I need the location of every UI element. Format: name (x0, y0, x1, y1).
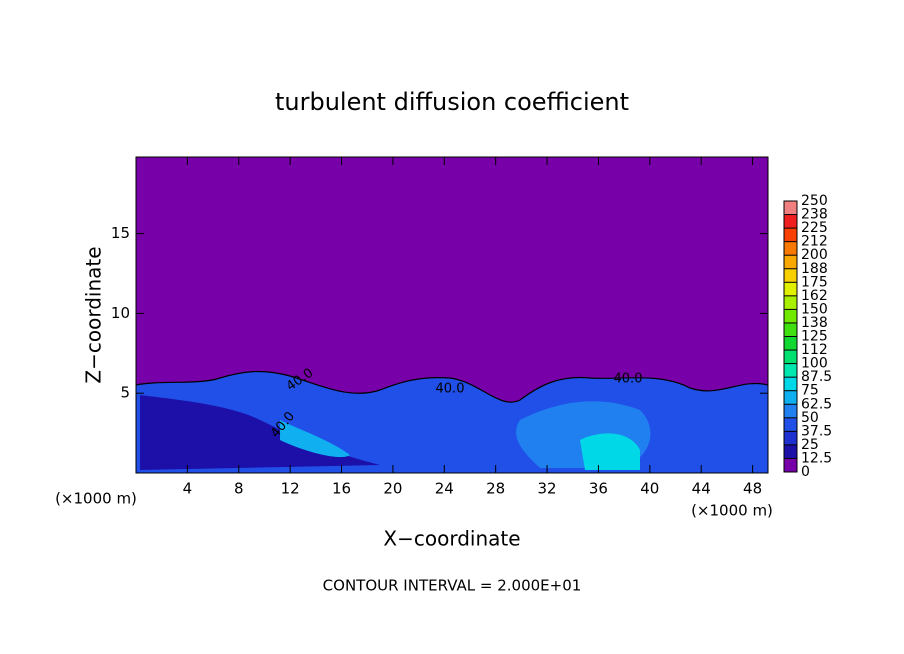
x-tick-label: 12 (281, 480, 300, 498)
colorbar-bin (784, 201, 797, 215)
x-unit-label: (×1000 m) (55, 490, 137, 508)
colorbar-bin (784, 214, 797, 229)
x-tick-label: 24 (435, 480, 454, 498)
colorbar-label: 25 (801, 437, 819, 453)
colorbar-label: 112 (801, 342, 828, 358)
colorbar-label: 238 (801, 207, 828, 223)
colorbar-bin (784, 377, 797, 391)
colorbar-label: 12.5 (801, 450, 832, 466)
x-tick-label: 36 (589, 480, 608, 498)
colorbar-label: 50 (801, 410, 819, 426)
colorbar-bin (784, 268, 797, 283)
colorbar-label: 138 (801, 315, 828, 331)
x-tick-label: 16 (332, 480, 351, 498)
colorbar-label: 87.5 (801, 369, 832, 385)
colorbar-bin (784, 458, 797, 472)
colorbar-label: 100 (801, 356, 828, 372)
x-tick-label: 4 (183, 480, 193, 498)
x-tick-label: 28 (486, 480, 505, 498)
colorbar-label: 250 (801, 193, 828, 209)
colorbar-label: 125 (801, 329, 828, 345)
colorbar-label: 200 (801, 247, 828, 263)
colorbar-bin (784, 228, 797, 242)
colorbar-bin (784, 309, 797, 323)
x-tick-label: 44 (692, 480, 711, 498)
colorbar-bin (784, 350, 797, 364)
colorbar-bin (784, 295, 797, 310)
y-tick-label: 15 (111, 224, 130, 242)
region (580, 433, 640, 470)
contour-line (135, 370, 769, 403)
colorbar-bin (784, 241, 797, 256)
colorbar-bin (784, 417, 797, 432)
contour-label: 40.0 (614, 372, 643, 387)
contour-label: 40.0 (436, 382, 465, 397)
colorbar-label: 188 (801, 261, 828, 277)
field (135, 157, 769, 473)
colorbar-bin (784, 322, 797, 337)
y-tick-label: 5 (120, 384, 130, 402)
colorbar-label: 175 (801, 274, 828, 290)
colorbar-label: 150 (801, 301, 828, 317)
colorbar-bin (784, 282, 797, 296)
colorbar-label: 0 (801, 464, 810, 480)
colorbar-label: 225 (801, 220, 828, 236)
colorbar-bin (784, 444, 797, 459)
colorbar-bin (784, 255, 797, 269)
x-tick-label: 32 (538, 480, 557, 498)
region (280, 420, 350, 458)
colorbar-label: 75 (801, 383, 819, 399)
colorbar-label: 37.5 (801, 423, 832, 439)
colorbar-bin (784, 404, 797, 418)
x-unit-label: (×1000 m) (691, 502, 773, 520)
x-tick-label: 20 (383, 480, 402, 498)
plot-frame (135, 156, 769, 474)
x-tick-label: 40 (640, 480, 659, 498)
colorbar-label: 162 (801, 288, 828, 304)
x-tick-label: 8 (234, 480, 244, 498)
chart-title: turbulent diffusion coefficient (275, 88, 629, 116)
colorbar-bin (784, 363, 797, 378)
colorbar-label: 62.5 (801, 396, 832, 412)
colorbar-bin (784, 390, 797, 405)
y-tick-label: 10 (111, 304, 130, 322)
x-tick-label: 48 (743, 480, 762, 498)
colorbar-label: 212 (801, 234, 828, 250)
y-axis-label: Z−coordinate (82, 246, 106, 383)
footer-note: CONTOUR INTERVAL = 2.000E+01 (323, 577, 582, 595)
colorbar-bin (784, 336, 797, 351)
colorbar-bin (784, 431, 797, 445)
x-axis-label: X−coordinate (383, 527, 520, 551)
